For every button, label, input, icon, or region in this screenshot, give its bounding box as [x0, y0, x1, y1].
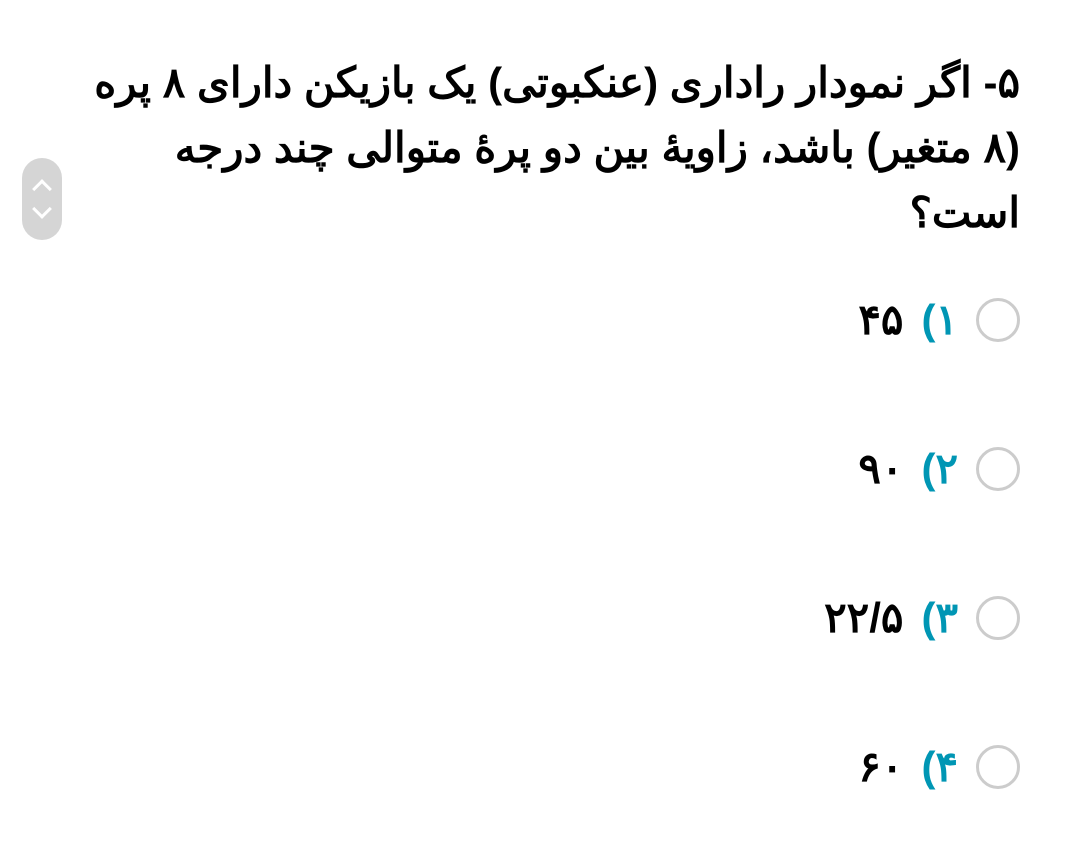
option-row-4[interactable]: ۴) ۶۰ — [80, 742, 1020, 791]
option-text-4: ۶۰ — [858, 742, 903, 791]
options-container: ۱) ۴۵ ۲) ۹۰ ۳) ۲۲/۵ ۴) ۶۰ — [80, 295, 1020, 791]
option-number-1: ۱) — [921, 295, 958, 344]
option-text-3: ۲۲/۵ — [824, 593, 903, 642]
option-number-3: ۳) — [921, 593, 958, 642]
option-number-4: ۴) — [921, 742, 958, 791]
chevron-up-icon[interactable] — [32, 179, 52, 199]
option-row-2[interactable]: ۲) ۹۰ — [80, 444, 1020, 493]
question-container: ۵- اگر نمودار راداری (عنکبوتی) یک بازیکن… — [0, 0, 1080, 841]
radio-button-3[interactable] — [976, 596, 1020, 640]
radio-button-1[interactable] — [976, 298, 1020, 342]
question-text: ۵- اگر نمودار راداری (عنکبوتی) یک بازیکن… — [80, 50, 1020, 245]
question-number: ۵- — [983, 59, 1020, 106]
option-text-2: ۹۰ — [858, 444, 903, 493]
option-row-3[interactable]: ۳) ۲۲/۵ — [80, 593, 1020, 642]
option-row-1[interactable]: ۱) ۴۵ — [80, 295, 1020, 344]
option-number-2: ۲) — [921, 444, 958, 493]
option-text-1: ۴۵ — [858, 295, 903, 344]
question-body: اگر نمودار راداری (عنکبوتی) یک بازیکن دا… — [94, 59, 1020, 236]
radio-button-4[interactable] — [976, 745, 1020, 789]
radio-button-2[interactable] — [976, 447, 1020, 491]
scroll-navigator[interactable] — [22, 158, 62, 240]
chevron-down-icon[interactable] — [32, 199, 52, 219]
